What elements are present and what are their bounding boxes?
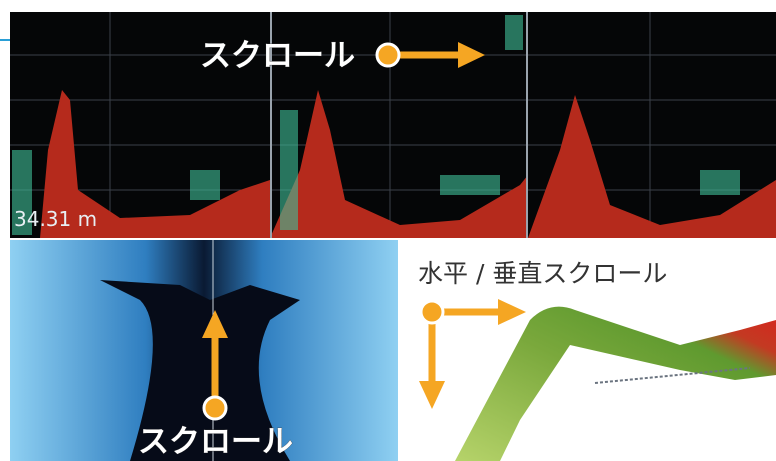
sonar-returns — [40, 90, 776, 238]
depth-label: 34.31 m — [14, 207, 97, 231]
3d-track — [455, 306, 776, 461]
vessel-track — [594, 367, 751, 384]
scroll-arrow — [375, 42, 485, 68]
scroll-arrow — [202, 310, 228, 421]
sonar-noise — [12, 15, 740, 235]
sidescan-channel — [100, 280, 300, 461]
pane-divider — [270, 12, 272, 238]
pan-arrows — [419, 299, 526, 409]
pane-divider — [526, 12, 528, 238]
scroll-label: 水平 / 垂直スクロール — [418, 259, 667, 288]
scroll-label: スクロール — [200, 38, 355, 74]
scroll-label: スクロール — [138, 424, 293, 460]
